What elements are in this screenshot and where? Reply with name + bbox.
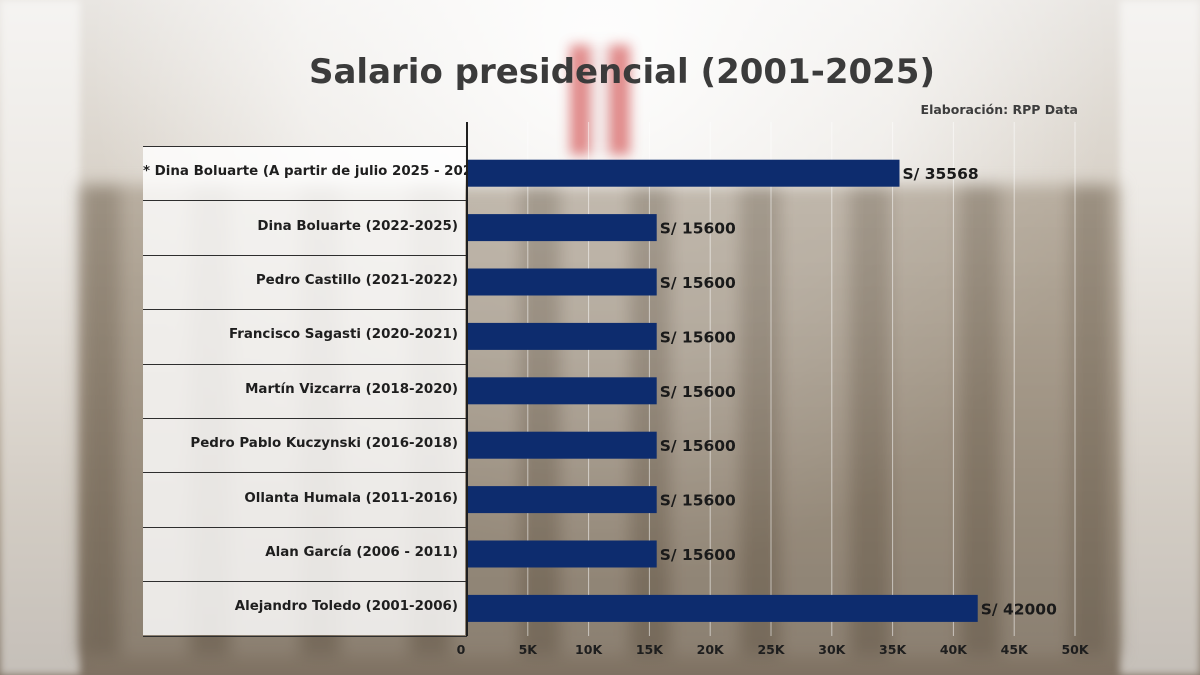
background-fade-left [0,0,80,675]
bar-value-label: S/ 15600 [660,437,736,455]
x-tick-label: 30K [818,642,846,657]
x-tick-label: 45K [1001,642,1029,657]
bar [467,486,657,514]
bar-value-label: S/ 15600 [660,383,736,401]
bar-value-label: S/ 15600 [660,274,736,292]
row-separator [143,635,467,637]
category-label: Francisco Sagasti (2020-2021) [228,327,458,343]
x-tick-label: 5K [519,642,539,657]
x-tick-label: 0 [457,642,466,657]
category-label: Pedro Pablo Kuczynski (2016-2018) [190,436,458,452]
category-label: Pedro Castillo (2021-2022) [255,273,458,288]
row-separator [143,472,467,474]
bar-value-label: S/ 15600 [660,328,736,346]
chart-credit: Elaboración: RPP Data [920,102,1078,117]
bar [467,159,900,187]
bar [467,377,657,405]
category-label: Dina Boluarte (2022-2025) [257,218,458,234]
bar [467,322,657,350]
bar [467,594,978,622]
bar-value-label: S/ 35568 [903,165,979,183]
x-tick-label: 40K [940,642,968,657]
category-label: Martín Vizcarra (2018-2020) [245,381,458,397]
category-label: Ollanta Humala (2011-2016) [244,490,458,506]
category-label-panel [143,146,465,635]
row-separator [143,309,467,311]
row-separator [143,526,467,528]
category-label: Alejandro Toledo (2001-2006) [234,599,458,615]
bar-value-label: S/ 15600 [660,492,736,510]
row-separator [143,146,467,147]
row-separator [143,200,467,202]
bar-value-label: S/ 15600 [660,546,736,564]
bar [467,540,657,568]
bar-value-label: S/ 15600 [660,220,736,238]
x-tick-label: 25K [757,642,785,657]
row-separator [143,418,467,419]
chart-title: Salario presidencial (2001-2025) [309,52,935,92]
x-tick-label: 20K [697,642,725,657]
bar [467,431,657,459]
x-tick-label: 15K [636,642,664,657]
x-tick-label: 35K [879,642,907,657]
row-separator [143,254,467,256]
row-separator [143,363,467,365]
bar-value-label: S/ 42000 [981,600,1057,618]
category-label: * Dina Boluarte (A partir de julio 2025 … [143,164,488,180]
x-tick-label: 10K [575,642,603,657]
bar [467,214,657,242]
bar [467,268,657,296]
background-fade-right [1120,0,1200,675]
category-label: Alan García (2006 - 2011) [265,545,458,560]
x-tick-label: 50K [1061,642,1089,657]
background-flag [570,45,630,155]
row-separator [143,581,467,583]
